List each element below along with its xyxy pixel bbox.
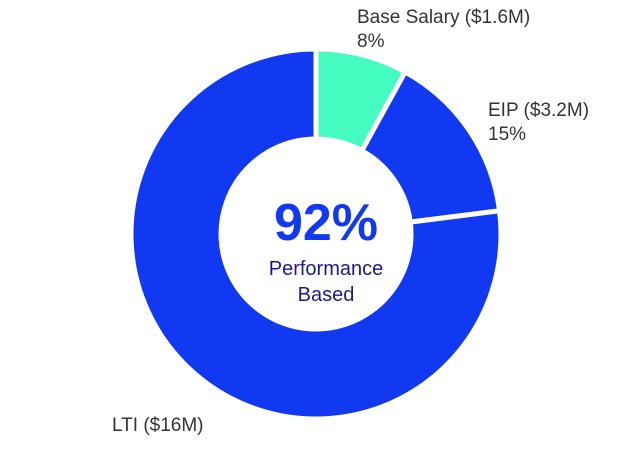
eip-label: EIP ($3.2M) (488, 100, 590, 121)
base-salary-percent: 8% (357, 31, 385, 52)
donut-slices (128, 46, 504, 422)
center-caption: Performance Based (216, 256, 436, 308)
slice-label-lti: LTI ($16M) (112, 414, 204, 438)
eip-percent: 15% (488, 124, 527, 145)
center-caption-line2: Based (297, 284, 355, 306)
slice-lti (128, 46, 504, 422)
center-value: 92% (273, 194, 379, 252)
slice-label-eip: EIP ($3.2M) 15% (488, 99, 589, 147)
center-caption-line1: Performance (268, 258, 384, 280)
slice-label-base-salary: Base Salary ($1.6M) 8% (357, 6, 530, 54)
base-salary-label: Base Salary ($1.6M) (357, 7, 531, 28)
lti-label: LTI ($16M) (112, 415, 204, 436)
